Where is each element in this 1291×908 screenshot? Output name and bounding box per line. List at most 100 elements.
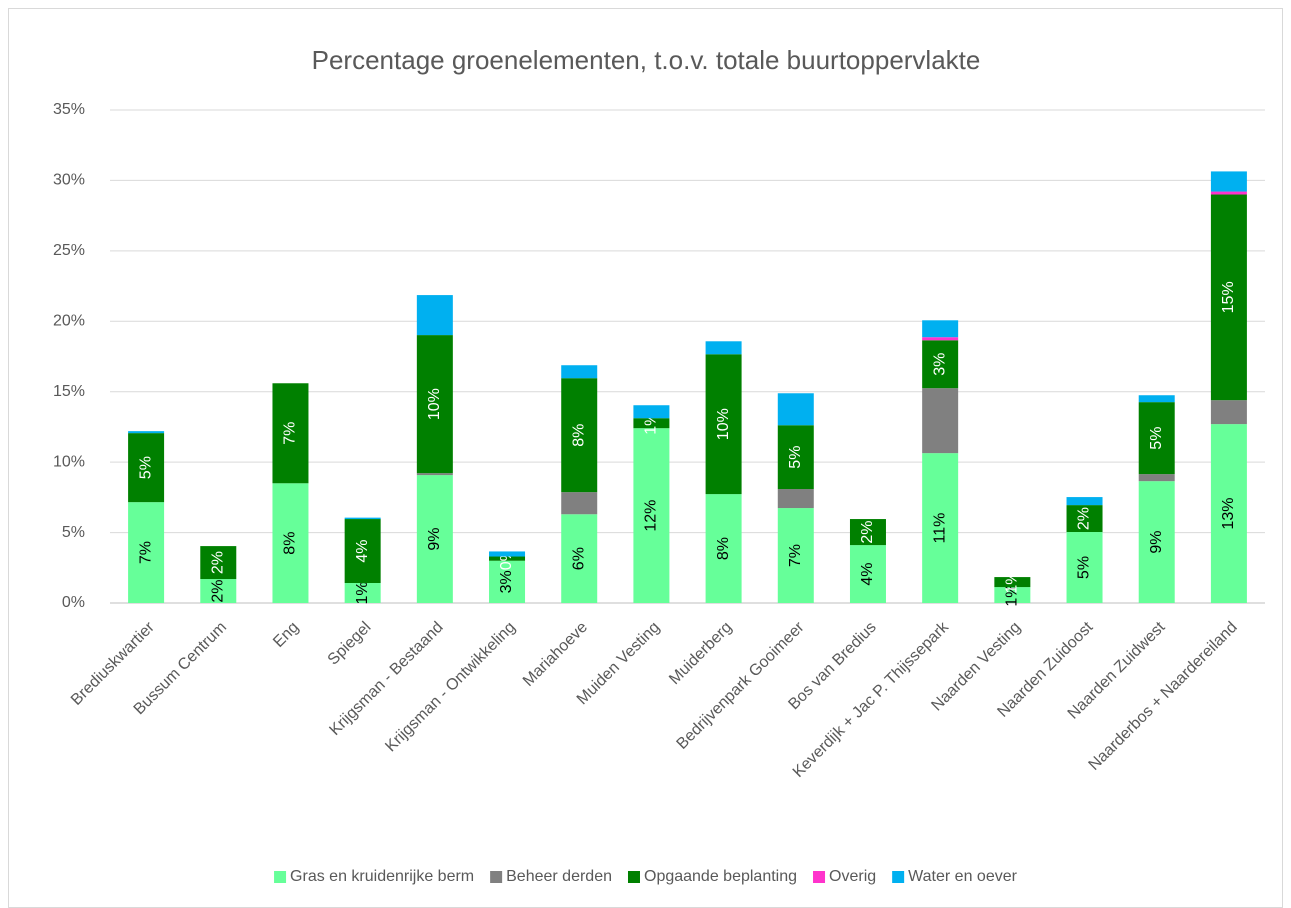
data-label: 5% [1076, 556, 1093, 579]
bar-segment [633, 405, 670, 419]
data-label: 4% [859, 562, 876, 585]
data-label: 2% [210, 551, 227, 574]
legend: Gras en kruidenrijke berm Beheer derden Op… [274, 868, 1018, 885]
bar-segment [489, 556, 526, 561]
y-tick-label: 30% [53, 172, 85, 189]
data-label: 6% [570, 547, 587, 570]
legend-label: Overig [829, 868, 876, 885]
legend-label: Gras en kruidenrijke berm [290, 868, 474, 885]
bar-segment [128, 433, 165, 503]
bar-segment [633, 428, 670, 603]
bar-segment [849, 519, 886, 546]
bar-segment [922, 320, 959, 338]
bar-segment [922, 340, 959, 389]
bar-segment [416, 335, 453, 474]
bar-segment [777, 425, 814, 490]
bar-segment [1138, 474, 1175, 482]
data-label: 5% [787, 446, 804, 469]
y-tick-label: 10% [53, 453, 85, 470]
bar-segment [344, 519, 381, 583]
data-label: 3% [931, 353, 948, 376]
bar-segment [561, 514, 598, 603]
bar-segment [1210, 424, 1247, 603]
bar-segment [128, 431, 165, 434]
data-label: 5% [1148, 427, 1165, 450]
bar-segment [1138, 481, 1175, 603]
bar-segment [272, 483, 309, 603]
y-tick-label: 0% [62, 594, 85, 611]
data-label: 3% [498, 570, 515, 593]
y-tick-label: 35% [53, 101, 85, 118]
bar-segment [416, 295, 453, 336]
bar-segment [344, 517, 381, 520]
bar-segment [922, 337, 959, 341]
data-label: 8% [715, 537, 732, 560]
legend-label: Water en oever [908, 868, 1017, 885]
data-label: 12% [643, 500, 660, 532]
bar-segment [128, 502, 165, 603]
bar-segment [1066, 505, 1103, 533]
bar-segment [1138, 402, 1175, 475]
bar-segment [1138, 395, 1175, 403]
data-label: 0% [498, 547, 515, 570]
chart-title: Percentage groenelementen, t.o.v. totale… [312, 45, 981, 75]
data-label: 2% [210, 579, 227, 602]
y-tick-label: 25% [53, 242, 85, 259]
legend-label: Opgaande beplanting [644, 868, 797, 885]
data-label: 15% [1220, 281, 1237, 313]
data-label: 1% [1004, 571, 1021, 594]
data-label: 10% [715, 408, 732, 440]
legend-label: Beheer derden [506, 868, 612, 885]
bar-segment [1210, 400, 1247, 425]
bar-segment [416, 475, 453, 603]
bar-segment [416, 473, 453, 476]
bar-segment [849, 545, 886, 603]
legend-swatch [627, 871, 640, 883]
y-tick-label: 5% [62, 524, 85, 541]
bar-segment [1210, 194, 1247, 401]
bar-segment [1066, 497, 1103, 506]
data-label: 1% [354, 581, 371, 604]
bar-segment [633, 418, 670, 429]
bar-segment [994, 577, 1031, 588]
legend-swatch [892, 871, 905, 883]
data-label: 9% [426, 527, 443, 550]
legend-swatch [490, 871, 503, 883]
data-label: 2% [1076, 507, 1093, 530]
bar-segment [561, 492, 598, 515]
bar-segment [777, 489, 814, 509]
legend-swatch [813, 871, 826, 883]
data-label: 11% [931, 513, 948, 544]
data-label: 7% [787, 544, 804, 567]
data-label: 7% [137, 541, 154, 564]
data-label: 5% [137, 456, 154, 479]
y-tick-label: 20% [53, 313, 85, 330]
data-label: 13% [1220, 498, 1237, 530]
data-label: 8% [570, 424, 587, 447]
bar-segment [1066, 532, 1103, 603]
bar-segment [489, 551, 526, 557]
bar-segment [344, 582, 381, 603]
bar-segment [705, 494, 742, 603]
data-label: 10% [426, 388, 443, 420]
bar-segment [561, 365, 598, 379]
bar-segment [561, 378, 598, 493]
bar-segment [777, 393, 814, 426]
bar-segment [200, 579, 237, 603]
bar-segment [272, 383, 309, 484]
bar-segment [200, 546, 237, 580]
y-tick-label: 15% [53, 383, 85, 400]
data-label: 4% [354, 539, 371, 562]
data-label: 2% [859, 521, 876, 544]
bar-segment [922, 453, 959, 603]
bar-segment [705, 341, 742, 355]
data-label: 1% [1004, 583, 1021, 606]
bar-segment [489, 560, 526, 603]
bar-segment [705, 354, 742, 495]
legend-swatch [274, 871, 287, 883]
data-label: 8% [282, 532, 299, 555]
bar-segment [1210, 191, 1247, 195]
bar-segment [994, 587, 1031, 603]
bar-segment [922, 388, 959, 454]
